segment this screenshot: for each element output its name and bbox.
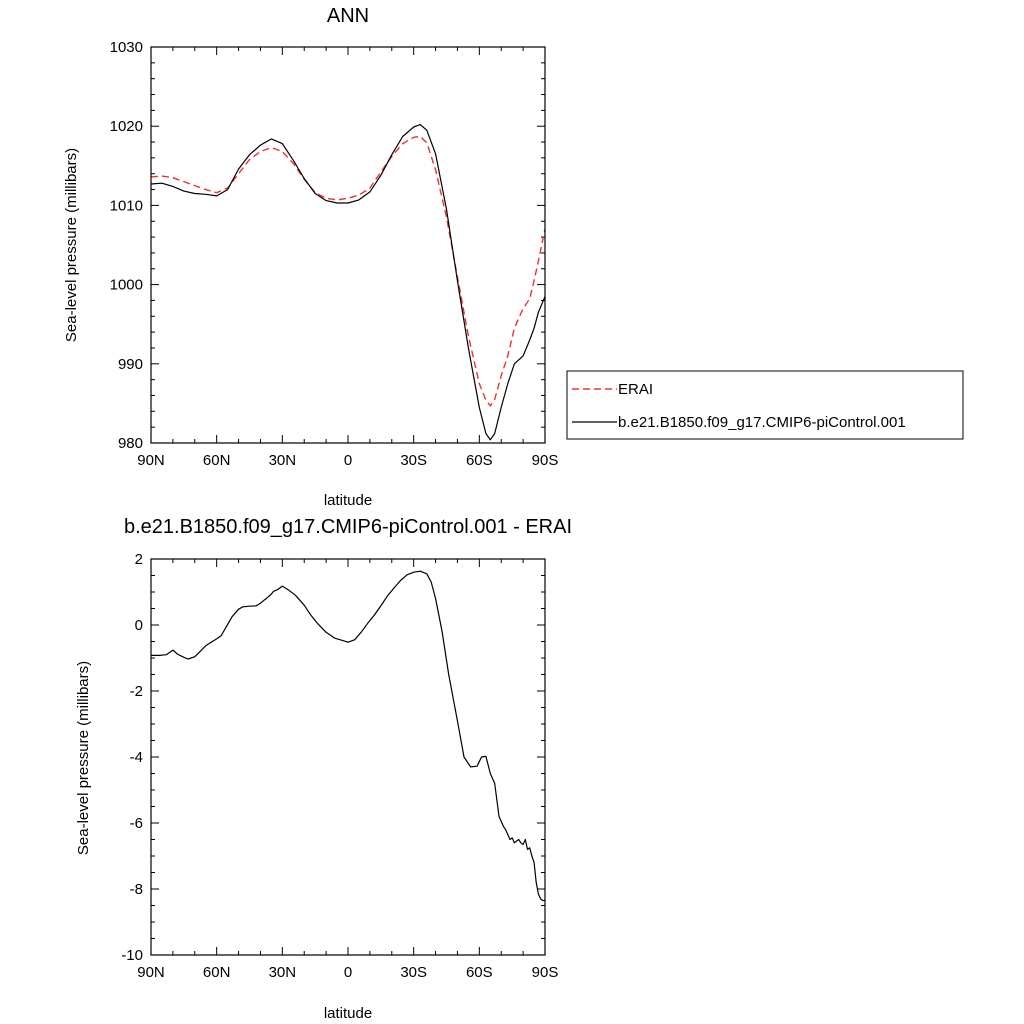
y-tick-label: -4 (130, 749, 143, 766)
y-tick-label: -10 (121, 947, 143, 964)
legend-box (566, 370, 964, 440)
y-tick-label: 1030 (110, 39, 143, 56)
axis-ticks: 90N 60N 30N 0 30S 60S 90S -10 -8 -6 -4 -2 0 2 (121, 551, 558, 981)
legend-label-erai: ERAI (618, 381, 653, 398)
x-tick-label: 90S (532, 964, 559, 981)
axis-ticks: 90N 60N 30N 0 30S 60S 90S 980 990 1000 1010 1020 103… (110, 39, 559, 469)
series-layer (151, 570, 545, 902)
x-tick-label: 60N (203, 452, 231, 469)
chart-slp-difference: b.e21.B1850.f09_g17.CMIP6-piControl.001 … (75, 516, 572, 1022)
chart-annual-slp: ANN latitude Sea-level pressure (milliba… (63, 5, 964, 509)
series-layer (150, 123, 546, 441)
chart-title: ANN (327, 5, 369, 27)
y-tick-label: 0 (135, 617, 143, 634)
y-tick-label: -8 (130, 881, 143, 898)
chart-title: b.e21.B1850.f09_g17.CMIP6-piControl.001 … (124, 516, 572, 538)
y-tick-label: -6 (130, 815, 143, 832)
x-tick-label: 90N (137, 964, 165, 981)
x-tick-label: 90N (137, 452, 165, 469)
x-axis-label: latitude (324, 1005, 372, 1022)
x-tick-label: 60S (466, 964, 493, 981)
plot-frame (150, 558, 546, 956)
legend: ERAI b.e21.B1850.f09_g17.CMIP6-piControl… (566, 370, 964, 440)
y-tick-label: 1000 (110, 277, 143, 294)
y-tick-label: 1010 (110, 197, 143, 214)
y-axis-label: Sea-level pressure (millibars) (63, 148, 80, 342)
x-tick-label: 0 (344, 964, 352, 981)
x-tick-label: 0 (344, 452, 352, 469)
x-axis-label: latitude (324, 492, 372, 509)
x-tick-label: 30N (269, 964, 297, 981)
x-tick-label: 60S (466, 452, 493, 469)
y-tick-label: 1020 (110, 118, 143, 135)
x-tick-label: 90S (532, 452, 559, 469)
x-tick-label: 30S (400, 452, 427, 469)
y-tick-label: 2 (135, 551, 143, 568)
plot-frame (150, 46, 546, 444)
y-tick-label: -2 (130, 683, 143, 700)
legend-label-model: b.e21.B1850.f09_g17.CMIP6-piControl.001 (618, 414, 906, 431)
x-tick-label: 30S (400, 964, 427, 981)
x-tick-label: 60N (203, 964, 231, 981)
series-line-model (150, 123, 546, 441)
series-line-erai (150, 135, 546, 407)
y-axis-label: Sea-level pressure (millibars) (75, 661, 92, 855)
y-tick-label: 980 (118, 435, 143, 452)
x-tick-label: 30N (269, 452, 297, 469)
series-line-difference (151, 570, 545, 902)
y-tick-label: 990 (118, 356, 143, 373)
